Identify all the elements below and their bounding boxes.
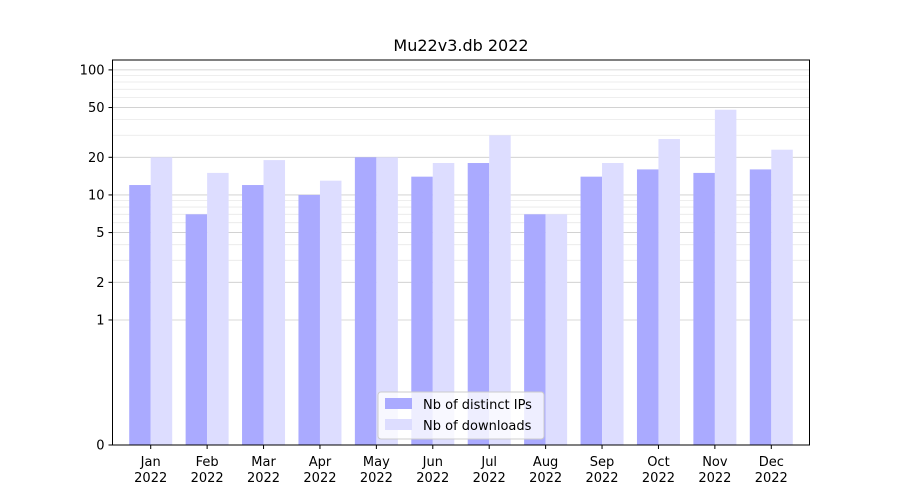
bar-downloads xyxy=(319,180,342,445)
bar-downloads xyxy=(771,149,793,446)
legend: Nb of distinct IPs Nb of downloads xyxy=(377,391,545,440)
bar-distinct-ips xyxy=(693,172,715,445)
bar-distinct-ips xyxy=(411,176,433,445)
x-tick-label: Nov 2022 xyxy=(698,455,731,486)
bar-downloads xyxy=(263,160,286,445)
x-tick-label: Aug 2022 xyxy=(529,455,562,486)
bar-distinct-ips xyxy=(580,176,603,445)
x-axis: Jan 2022 Feb 2022 Mar 2022 Apr 2022 May 2022 Jun 20… xyxy=(134,445,788,486)
x-tick-label: Jan 2022 xyxy=(134,455,167,486)
chart-title: Mu22v3.db 2022 xyxy=(393,36,528,55)
bars xyxy=(129,109,793,446)
y-tick-label: 50 xyxy=(88,101,105,116)
legend-label-downloads: Nb of downloads xyxy=(423,419,532,434)
bar-distinct-ips xyxy=(185,214,208,445)
bar-distinct-ips xyxy=(636,169,659,445)
bar-downloads xyxy=(207,172,229,445)
plot-frame xyxy=(112,59,810,446)
y-tick-label: 20 xyxy=(88,151,105,166)
bar-downloads xyxy=(658,139,680,445)
x-tick-label: Dec 2022 xyxy=(755,455,788,486)
bar-distinct-ips xyxy=(129,185,151,445)
bar-downloads xyxy=(489,135,511,445)
legend-swatch-distinct-ips xyxy=(385,398,412,409)
bar-distinct-ips xyxy=(298,194,320,445)
bar-downloads xyxy=(376,157,398,445)
bar-downloads xyxy=(714,109,737,445)
legend-frame xyxy=(377,391,545,440)
legend-swatch-downloads xyxy=(385,419,412,430)
x-tick-label: Jul 2022 xyxy=(473,455,506,486)
y-axis: 0 1 2 5 10 20 50 100 xyxy=(80,63,113,454)
x-tick-label: Apr 2022 xyxy=(303,455,336,486)
y-tick-label: 0 xyxy=(96,439,104,454)
bar-downloads xyxy=(602,163,624,445)
bar-distinct-ips xyxy=(242,185,264,445)
x-tick-label: Oct 2022 xyxy=(642,455,675,486)
legend-label-distinct-ips: Nb of distinct IPs xyxy=(423,398,532,413)
grid-lines xyxy=(112,69,810,321)
y-tick-label: 10 xyxy=(88,188,105,203)
y-tick-label: 2 xyxy=(96,276,104,291)
x-tick-label: Sep 2022 xyxy=(585,455,618,486)
x-tick-label: Feb 2022 xyxy=(191,455,224,486)
x-tick-label: Mar 2022 xyxy=(247,455,280,486)
bar-distinct-ips xyxy=(749,169,772,445)
x-tick-label: May 2022 xyxy=(360,455,393,486)
bar-distinct-ips xyxy=(354,157,377,445)
bar-downloads xyxy=(432,163,455,445)
bar-downloads xyxy=(545,214,568,445)
x-tick-label: Jun 2022 xyxy=(416,455,449,486)
bar-downloads xyxy=(150,157,173,445)
bar-distinct-ips xyxy=(524,214,546,445)
y-tick-label: 100 xyxy=(80,63,105,78)
y-tick-label: 1 xyxy=(96,313,104,328)
y-tick-label: 5 xyxy=(96,226,104,241)
bar-distinct-ips xyxy=(467,163,490,445)
